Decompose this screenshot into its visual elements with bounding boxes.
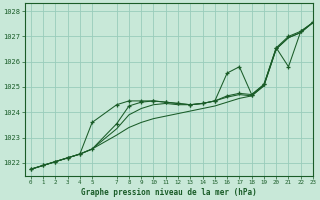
X-axis label: Graphe pression niveau de la mer (hPa): Graphe pression niveau de la mer (hPa)	[81, 188, 257, 197]
